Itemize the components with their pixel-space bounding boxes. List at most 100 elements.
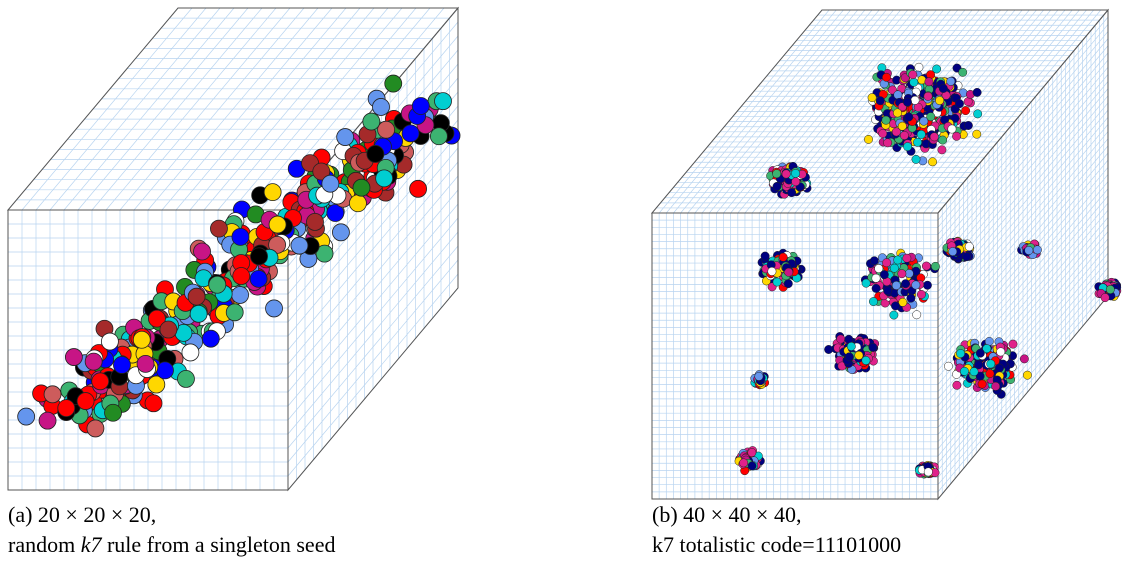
cell	[739, 458, 749, 468]
cell	[1019, 354, 1029, 364]
cell	[336, 128, 355, 146]
cell	[861, 356, 871, 365]
cell	[922, 280, 932, 290]
cell	[956, 349, 966, 358]
cell	[864, 134, 873, 144]
cell	[893, 108, 902, 118]
cell	[928, 157, 938, 167]
cell	[903, 142, 913, 152]
caption-b-line2: k7 totalistic code=11101000	[652, 532, 901, 557]
cell	[986, 359, 996, 369]
cell	[791, 177, 801, 187]
cell	[882, 72, 891, 82]
cell	[91, 372, 110, 391]
cell	[911, 154, 921, 164]
cell	[772, 181, 782, 191]
cell	[938, 135, 948, 145]
cell	[898, 297, 908, 307]
cell	[950, 113, 960, 123]
cell	[944, 361, 953, 371]
cell	[290, 236, 309, 255]
cell	[43, 385, 62, 404]
cell	[919, 116, 929, 126]
cell	[930, 261, 940, 271]
cell	[897, 121, 907, 131]
cell	[268, 215, 287, 234]
cell	[250, 247, 268, 266]
cell	[349, 194, 367, 213]
cell	[84, 352, 103, 371]
cell	[868, 342, 878, 352]
cell	[411, 97, 430, 115]
caption-part: k7	[81, 532, 103, 557]
cell	[875, 96, 885, 106]
cell	[1105, 285, 1115, 294]
caption-a-line1: (a) 20 × 20 × 20,	[8, 502, 156, 527]
cell	[935, 96, 945, 105]
cell	[975, 348, 985, 358]
cell	[791, 169, 801, 178]
cell	[938, 84, 948, 93]
cell	[767, 266, 777, 276]
cell	[783, 279, 793, 289]
cell	[156, 361, 174, 380]
cell	[946, 76, 956, 86]
cube-b	[650, 8, 1122, 501]
cell	[100, 332, 119, 351]
cell	[263, 183, 282, 202]
cell	[38, 411, 57, 430]
cell	[64, 348, 83, 366]
cell	[772, 169, 782, 179]
cell	[878, 129, 888, 138]
cell	[932, 64, 942, 74]
cell	[977, 379, 987, 389]
caption-part: random	[8, 532, 81, 557]
caption-b-line1: (b) 40 × 40 × 40,	[652, 502, 801, 527]
cell	[201, 329, 220, 348]
cell	[778, 252, 788, 262]
cell	[897, 269, 907, 279]
cell	[265, 299, 283, 318]
cell	[772, 277, 782, 287]
cell	[871, 283, 881, 293]
cell	[1008, 339, 1018, 349]
cell	[921, 261, 931, 271]
cell	[937, 145, 947, 155]
cell	[889, 310, 899, 320]
cell	[306, 213, 324, 231]
cell	[231, 227, 250, 246]
cell	[232, 267, 251, 285]
cell	[923, 91, 933, 101]
cell	[912, 310, 922, 320]
cell	[401, 124, 420, 143]
cell	[144, 394, 163, 413]
face-edge	[7, 209, 289, 491]
cell	[916, 130, 926, 139]
cell	[754, 371, 764, 381]
cell	[899, 131, 909, 140]
face-edge	[651, 212, 939, 500]
cell	[952, 380, 962, 390]
cell	[76, 392, 95, 410]
cell	[911, 280, 921, 290]
cell	[193, 242, 211, 261]
cell	[312, 162, 331, 181]
cell	[903, 97, 912, 107]
caption-part: rule from a singleton seed	[101, 532, 335, 557]
cell	[372, 98, 390, 116]
cell	[914, 62, 924, 72]
cell	[332, 223, 350, 242]
cell	[904, 112, 914, 122]
cell	[960, 366, 969, 376]
cell	[952, 131, 962, 141]
cell	[948, 247, 958, 256]
cell	[315, 244, 334, 263]
cell	[871, 273, 881, 283]
cell	[929, 132, 939, 142]
cell	[375, 169, 394, 188]
cell	[1024, 246, 1034, 255]
cell	[996, 347, 1006, 357]
cell	[210, 219, 228, 238]
cell	[961, 106, 971, 116]
